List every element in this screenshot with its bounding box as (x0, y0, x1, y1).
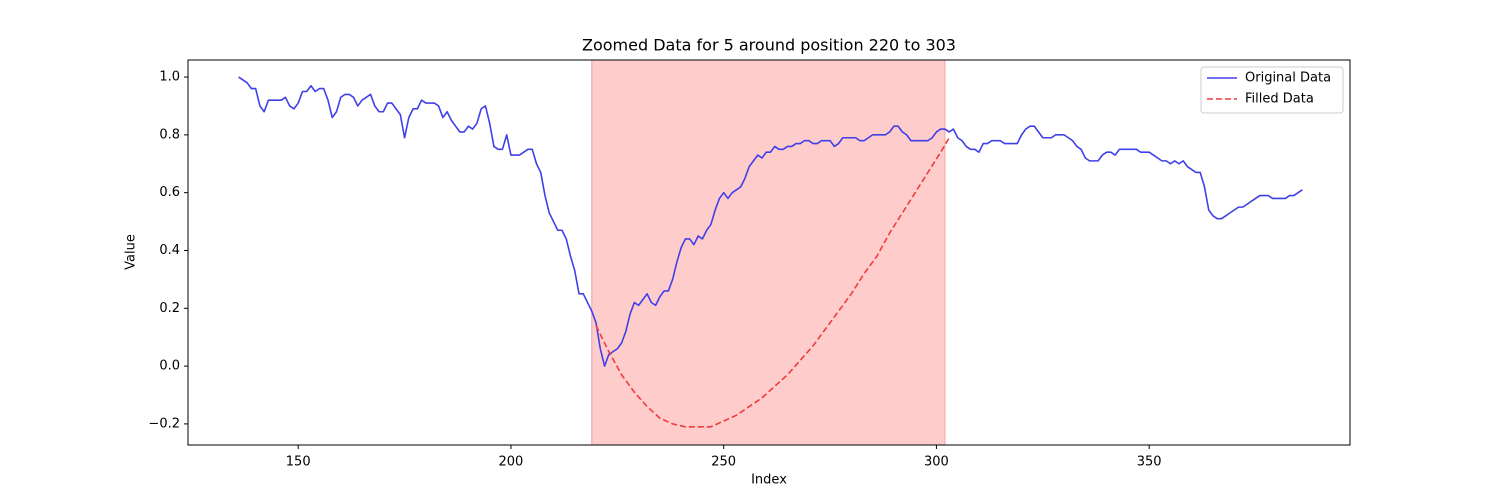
x-tick-label: 150 (286, 455, 311, 470)
x-tick-label: 350 (1137, 455, 1162, 470)
y-tick-label: 0.8 (159, 127, 180, 142)
chart-title: Zoomed Data for 5 around position 220 to… (582, 36, 956, 55)
y-tick-label: 1.0 (159, 70, 180, 85)
y-tick-label: 0.2 (159, 301, 180, 316)
y-tick-label: 0.0 (159, 359, 180, 374)
data-line (238, 76, 1303, 367)
y-tick-label: 0.6 (159, 185, 180, 200)
legend-label: Original Data (1245, 71, 1331, 86)
x-tick-label: 200 (499, 455, 524, 470)
y-axis-label: Value (124, 234, 139, 270)
y-tick-label: 0.4 (159, 243, 180, 258)
x-axis-label: Index (751, 473, 787, 488)
highlight-span (591, 59, 946, 446)
plot-frame (187, 59, 1351, 446)
x-tick-label: 250 (711, 455, 736, 470)
legend-label: Filled Data (1245, 92, 1314, 107)
data-line (595, 137, 950, 428)
x-tick-label: 300 (924, 455, 949, 470)
y-tick-label: −0.2 (148, 416, 180, 431)
